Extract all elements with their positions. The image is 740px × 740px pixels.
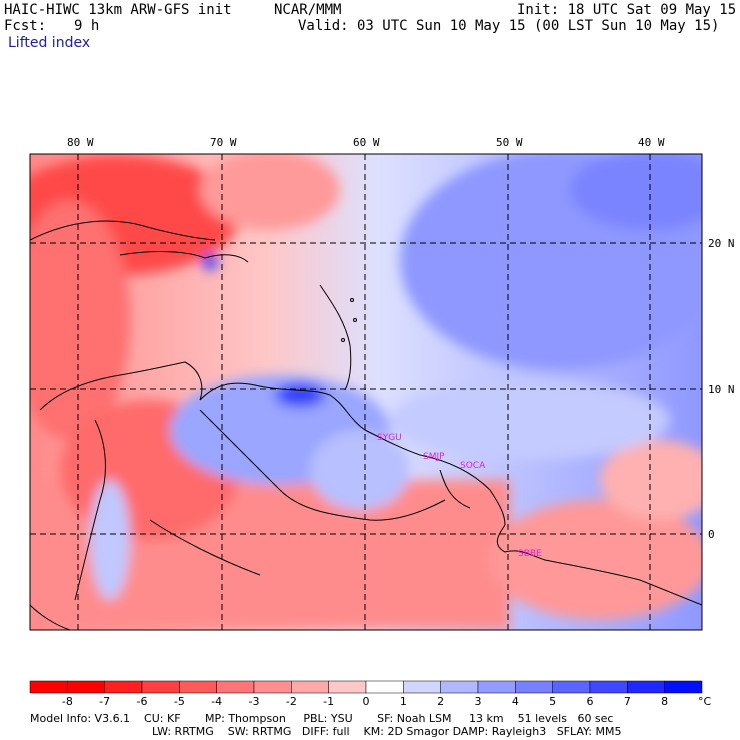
colorbar-tick-label: -1: [323, 695, 334, 708]
colorbar-swatch: [477, 680, 516, 694]
colorbar-tick-label: 7: [624, 695, 631, 708]
colorbar-swatch: [253, 680, 292, 694]
lon-label: 60 W: [353, 136, 380, 149]
colorbar-tick-label: -6: [137, 695, 148, 708]
colorbar-tick-label: -2: [286, 695, 297, 708]
colorbar-swatch: [589, 680, 628, 694]
colorbar-swatch: [291, 680, 329, 694]
colorbar-tick-label: 0: [363, 695, 370, 708]
model-info-line2: LW: RRTMG SW: RRTMG DIFF: full KM: 2D Sm…: [152, 725, 622, 738]
colorbar-tick-label: -4: [211, 695, 222, 708]
station-label: SOCA: [460, 461, 486, 471]
colorbar-swatch: [216, 680, 255, 694]
colorbar-swatch: [627, 680, 665, 694]
lon-label: 80 W: [67, 136, 94, 149]
colorbar-tick-label: -5: [174, 695, 185, 708]
lat-label: 0: [708, 528, 715, 541]
axis-labels: 80 W 70 W 60 W 50 W 40 W 20 N 10 N 0: [67, 136, 735, 541]
lifted-index-field: SYGU SMJP SOCA SBBE: [30, 154, 702, 630]
colorbar: -8 -7 -6 -5 -4 -3 -2 -1 0 1 2 3 4 5 6 7 8 °C: [29, 680, 712, 708]
lat-label: 20 N: [708, 237, 735, 250]
colorbar-tick-label: -7: [99, 695, 110, 708]
colorbar-swatch: [67, 680, 105, 694]
station-markers: SYGU SMJP SOCA SBBE: [377, 433, 542, 559]
model-title: HAIC-HIWC 13km ARW-GFS init: [4, 2, 232, 18]
colorbar-swatch: [29, 680, 68, 694]
colorbar-unit: °C: [698, 695, 712, 708]
fcst-label: Fcst:: [4, 18, 47, 34]
field-name: Lifted index: [8, 35, 91, 51]
colorbar-swatch: [365, 680, 404, 694]
colorbar-tick-label: 2: [437, 695, 444, 708]
org-label: NCAR/MMM: [274, 2, 342, 18]
valid-time: Valid: 03 UTC Sun 10 May 15 (00 LST Sun …: [298, 18, 720, 34]
colorbar-swatch: [403, 680, 441, 694]
colorbar-swatch: [141, 680, 180, 694]
lon-label: 50 W: [496, 136, 523, 149]
model-info-line1: Model Info: V3.6.1 CU: KF MP: Thompson P…: [30, 712, 614, 725]
station-label: SBBE: [518, 549, 542, 559]
colorbar-tick-label: 4: [512, 695, 519, 708]
lat-label: 10 N: [708, 383, 735, 396]
lat-lon-grid: [30, 154, 702, 630]
colorbar-tick-label: 8: [661, 695, 668, 708]
colorbar-tick-label: 1: [400, 695, 407, 708]
colorbar-swatch: [552, 680, 591, 694]
colorbar-swatch: [440, 680, 479, 694]
colorbar-tick-label: -3: [249, 695, 260, 708]
init-time: Init: 18 UTC Sat 09 May 15: [517, 2, 737, 18]
colorbar-swatch: [104, 680, 143, 694]
colorbar-swatch: [179, 680, 217, 694]
colorbar-swatch: [328, 680, 367, 694]
lon-label: 40 W: [638, 136, 665, 149]
station-label: SMJP: [423, 452, 445, 462]
colorbar-swatch: [664, 680, 703, 694]
colorbar-tick-label: 3: [475, 695, 482, 708]
colorbar-tick-label: 6: [587, 695, 594, 708]
lon-label: 70 W: [210, 136, 237, 149]
fcst-value: 9 h: [74, 18, 100, 34]
map-frame: [29, 153, 703, 631]
colorbar-tick-label: 5: [549, 695, 556, 708]
station-label: SYGU: [377, 433, 402, 443]
colorbar-swatch: [515, 680, 553, 694]
colorbar-tick-label: -8: [62, 695, 73, 708]
coastlines: [30, 220, 702, 630]
